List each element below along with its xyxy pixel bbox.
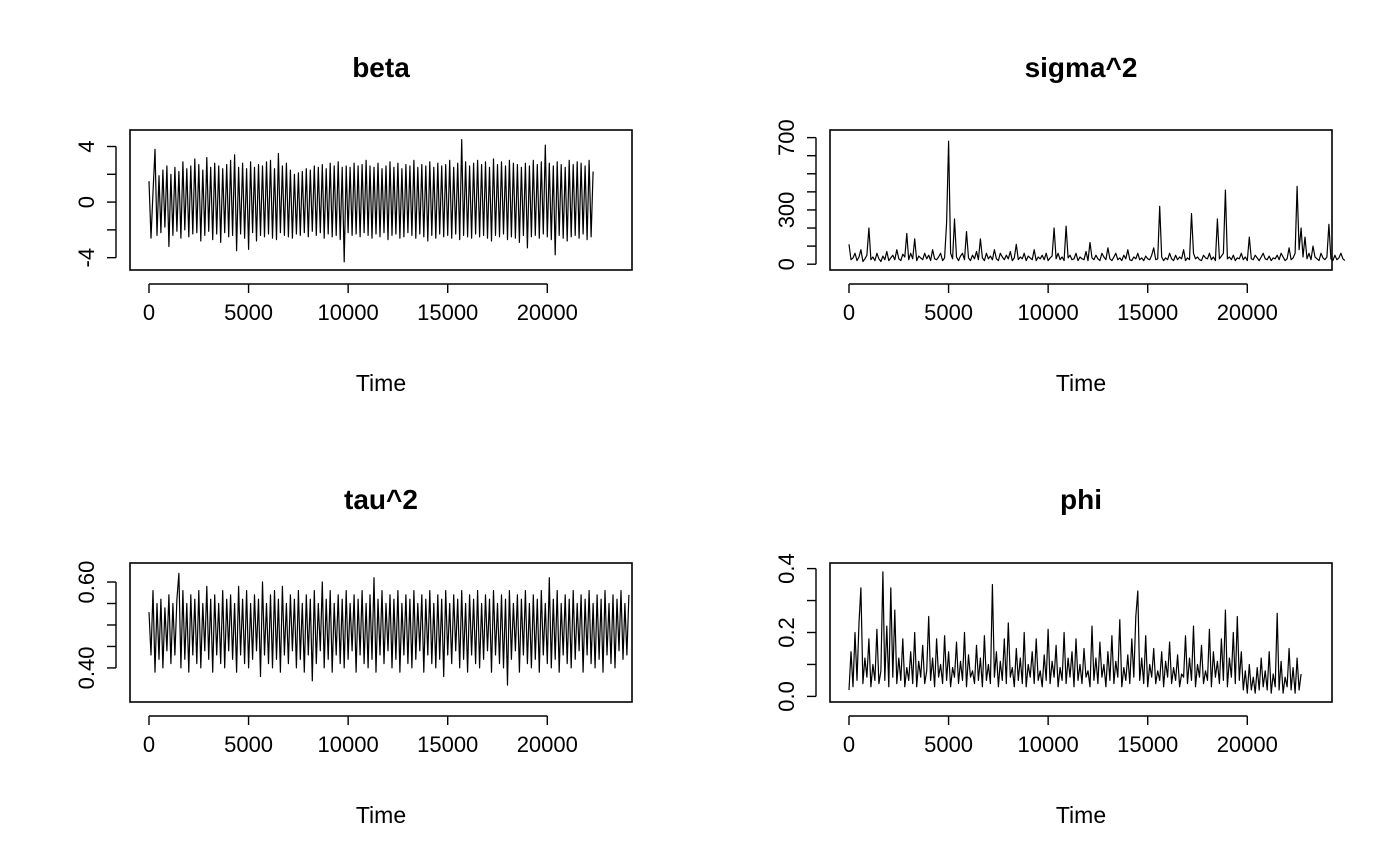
x-axis-label: Time	[1056, 802, 1106, 828]
x-tick-label: 20000	[517, 300, 578, 325]
panel-title: phi	[1060, 484, 1102, 515]
x-tick-label: 15000	[417, 300, 478, 325]
panel-sigma2: sigma^2 Time 0 5000 10000 15000 20000 0 300 700	[774, 52, 1346, 396]
x-axis-label: Time	[1056, 370, 1106, 396]
plot-frame	[829, 562, 1333, 703]
y-tick-label: -4	[74, 248, 99, 268]
y-tick-label: 0.0	[774, 681, 799, 712]
x-tick-label: 20000	[1217, 732, 1278, 757]
x-tick-label: 5000	[224, 732, 273, 757]
panel-title: beta	[352, 52, 410, 83]
trace-line	[848, 140, 1346, 263]
x-tick-label: 10000	[1018, 300, 1079, 325]
x-axis-label: Time	[356, 370, 406, 396]
y-tick-label: 0.4	[774, 553, 799, 584]
x-tick-label: 10000	[318, 300, 379, 325]
x-tick-label: 0	[843, 300, 855, 325]
y-tick-label: 0	[74, 196, 99, 208]
x-axis-label: Time	[356, 802, 406, 828]
x-tick-label: 15000	[1117, 300, 1178, 325]
y-tick-label: 300	[774, 192, 799, 229]
panel-title: sigma^2	[1025, 52, 1138, 83]
trace-line	[148, 572, 630, 686]
x-tick-label: 10000	[1018, 732, 1079, 757]
plot-frame	[829, 129, 1333, 271]
x-tick-label: 20000	[517, 732, 578, 757]
plot-frame	[129, 562, 633, 703]
panel-beta: beta Time 0 5000 10000 15000 20000 -4 0 4	[74, 52, 633, 396]
y-tick-label: 4	[74, 140, 99, 152]
trace-line	[848, 571, 1302, 694]
panel-phi: phi Time 0 5000 10000 15000 20000 0.0 0.2 0.4	[774, 484, 1333, 828]
x-tick-label: 5000	[924, 300, 973, 325]
y-tick-label: 0.40	[74, 647, 99, 690]
panel-title: tau^2	[344, 484, 418, 515]
x-tick-label: 10000	[318, 732, 379, 757]
trace-line	[148, 139, 594, 263]
x-tick-label: 0	[143, 732, 155, 757]
x-tick-label: 5000	[924, 732, 973, 757]
x-tick-label: 15000	[1117, 732, 1178, 757]
plot-frame	[129, 129, 633, 271]
x-tick-label: 5000	[224, 300, 273, 325]
x-tick-label: 20000	[1217, 300, 1278, 325]
y-tick-label: 0.60	[74, 561, 99, 604]
x-tick-label: 0	[143, 300, 155, 325]
x-tick-label: 15000	[417, 732, 478, 757]
y-tick-label: 0.2	[774, 617, 799, 648]
x-tick-label: 0	[843, 732, 855, 757]
panel-tau2: tau^2 Time 0 5000 10000 15000 20000 0.40 0.60	[74, 484, 633, 828]
y-tick-label: 700	[774, 119, 799, 156]
y-tick-label: 0	[774, 258, 799, 270]
